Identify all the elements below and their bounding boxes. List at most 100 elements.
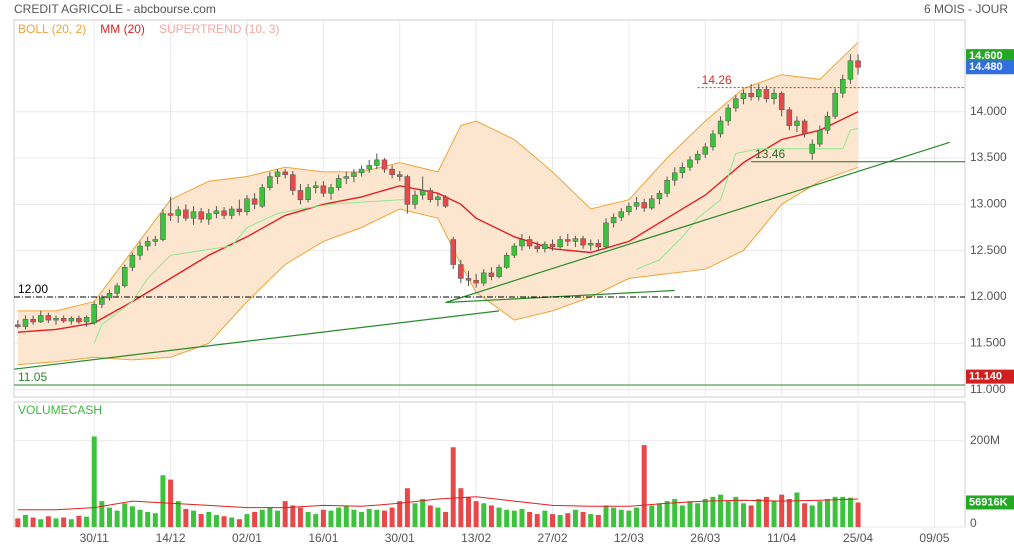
volume-bar xyxy=(389,507,395,527)
legend-entry: MM (20) xyxy=(100,22,145,36)
candle-body xyxy=(99,297,105,305)
candle-body xyxy=(381,159,388,170)
volume-bar xyxy=(664,501,670,527)
volume-bar xyxy=(595,514,601,527)
price-tag-label: 14.600 xyxy=(969,50,1003,62)
volume-bar xyxy=(832,496,838,527)
volume-bar xyxy=(213,514,219,527)
candle-body xyxy=(358,168,365,174)
volume-bar xyxy=(282,501,288,527)
volume-bar xyxy=(572,509,578,527)
candle-body xyxy=(114,285,120,294)
candle-body xyxy=(274,171,281,177)
candle-body xyxy=(610,217,617,224)
volume-bar xyxy=(740,503,746,527)
candle-body xyxy=(526,239,533,247)
candle-body xyxy=(778,92,785,111)
volume-bar xyxy=(809,505,815,527)
candle-body xyxy=(534,245,540,250)
volume-bar xyxy=(748,505,754,527)
price-panel xyxy=(13,19,966,398)
volume-bar xyxy=(511,510,517,527)
candle-body xyxy=(801,120,808,135)
volume-bar xyxy=(305,511,311,527)
candle-body xyxy=(251,198,258,205)
level-label: 12.00 xyxy=(18,282,48,296)
volume-bar xyxy=(313,514,319,527)
legend-entry: SUPERTREND (10, 3) xyxy=(159,22,279,36)
volume-bar xyxy=(519,508,525,527)
volume-bar xyxy=(320,509,326,527)
volume-bar xyxy=(443,511,449,527)
candle-body xyxy=(511,245,518,256)
volume-bar xyxy=(855,502,861,527)
trend-line xyxy=(13,310,500,370)
volume-bar xyxy=(91,436,97,527)
y-tick-label: 11.500 xyxy=(970,335,1006,349)
volume-bar xyxy=(557,514,563,527)
x-tick-label: 16/01 xyxy=(308,531,338,545)
volume-bar xyxy=(198,514,204,527)
volume-bar xyxy=(15,518,21,527)
candle-body xyxy=(412,194,418,205)
volume-bar xyxy=(336,507,342,527)
volume-bar xyxy=(450,447,456,527)
candle-body xyxy=(37,315,44,323)
volume-bar xyxy=(244,514,250,527)
candle-body xyxy=(840,79,846,94)
candle-body xyxy=(312,185,319,188)
x-tick-label: 12/03 xyxy=(614,531,644,545)
volume-bar xyxy=(527,511,533,527)
volume-bar xyxy=(702,498,708,527)
volume-bar xyxy=(114,510,120,527)
candle-body xyxy=(267,176,273,188)
candle-body xyxy=(717,120,724,135)
x-tick-label: 25/04 xyxy=(843,531,873,545)
volume-bar xyxy=(641,445,647,527)
volume-bar xyxy=(802,503,808,527)
candle-body xyxy=(702,146,709,155)
candle-body xyxy=(694,154,701,161)
candle-body xyxy=(419,190,426,196)
volume-bar xyxy=(45,516,51,527)
volume-bar xyxy=(542,510,548,527)
level-label: 14.26 xyxy=(702,73,732,87)
y-tick-label: 0 xyxy=(970,516,977,530)
volume-bar xyxy=(488,505,494,527)
x-tick-label: 11/04 xyxy=(767,531,796,545)
candle-body xyxy=(427,190,434,200)
volume-bar xyxy=(825,498,831,527)
candle-body xyxy=(160,213,166,240)
trend-line xyxy=(445,289,675,304)
price-tag xyxy=(966,49,1014,64)
candle-body xyxy=(206,213,212,220)
candle-body xyxy=(458,264,464,279)
candle-body xyxy=(442,196,449,207)
candle-body xyxy=(664,179,670,194)
candle-body xyxy=(855,60,861,68)
candle-body xyxy=(45,315,52,321)
volume-bar xyxy=(672,498,678,527)
volume-bar xyxy=(412,503,418,527)
candle-body xyxy=(503,255,510,268)
candle-body xyxy=(595,242,602,248)
x-tick-label: 30/11 xyxy=(80,531,109,545)
volume-bar xyxy=(634,507,640,527)
candle-body xyxy=(404,176,411,205)
candle-body xyxy=(557,239,563,248)
marks xyxy=(13,41,965,527)
candle-body xyxy=(771,92,777,99)
candle-body xyxy=(129,255,136,268)
candle-body xyxy=(626,205,632,212)
candle-body xyxy=(152,239,159,242)
volume-bar xyxy=(725,501,731,527)
volume-bar xyxy=(580,511,586,527)
candle-body xyxy=(137,245,143,256)
candle-body xyxy=(236,208,243,212)
volume-bar xyxy=(275,510,281,527)
volume-bar xyxy=(183,508,189,527)
volume-bar xyxy=(435,507,441,527)
volume-bar xyxy=(259,509,265,527)
candle-body xyxy=(198,211,204,220)
y-tick-label: 13.500 xyxy=(970,150,1007,164)
